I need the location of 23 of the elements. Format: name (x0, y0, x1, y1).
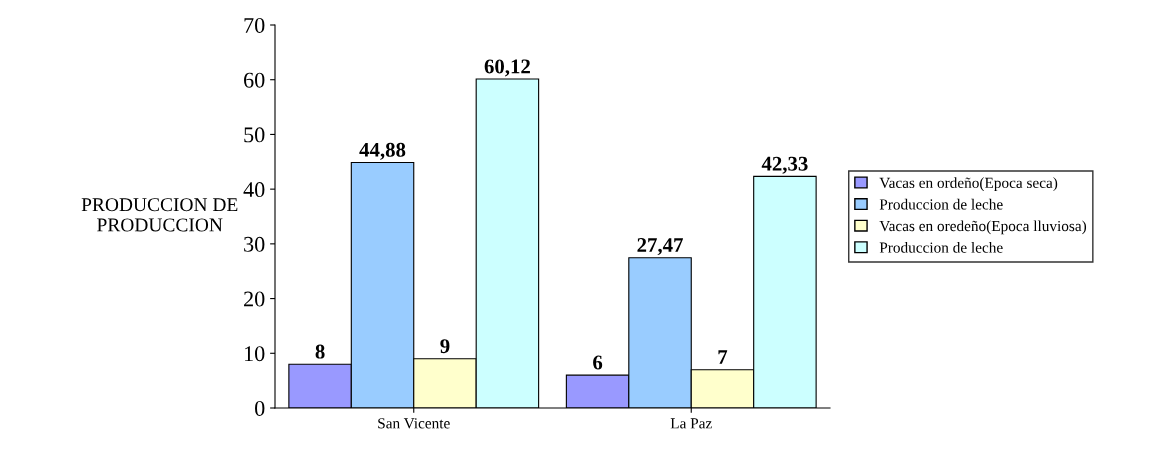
data-label: 8 (315, 344, 325, 359)
y-tick-label: 70 (244, 17, 265, 33)
data-label: 44,88 (359, 142, 406, 160)
y-tick-label: 60 (244, 72, 265, 88)
x-tick-label: La Paz (670, 418, 712, 429)
y-tick-label: 40 (243, 182, 265, 198)
y-axis-title: PRODUCCION DE PRODUCCION (81, 198, 238, 232)
data-label: 42,33 (761, 156, 808, 174)
y-tick-label: 10 (245, 346, 265, 362)
legend-label: Vacas en ordeño(Epoca seca) (879, 177, 1058, 192)
legend-label: Vacas en oredeño(Epoca lluviosa) (879, 220, 1087, 235)
data-label: 7 (718, 350, 728, 364)
data-label: 27,47 (637, 238, 683, 256)
legend-label: Produccion de leche (879, 242, 1003, 253)
data-label: 9 (440, 339, 450, 354)
legend-label: Produccion de leche (879, 198, 1003, 210)
x-tick-label: San Vicente (378, 418, 450, 429)
y-tick-label: 30 (244, 236, 265, 252)
y-tick-label: 50 (244, 127, 265, 143)
data-label: 6 (593, 355, 603, 370)
y-tick-label: 0 (255, 400, 265, 416)
data-label: 60,12 (484, 59, 530, 77)
y-tick-label: 20 (244, 291, 265, 307)
